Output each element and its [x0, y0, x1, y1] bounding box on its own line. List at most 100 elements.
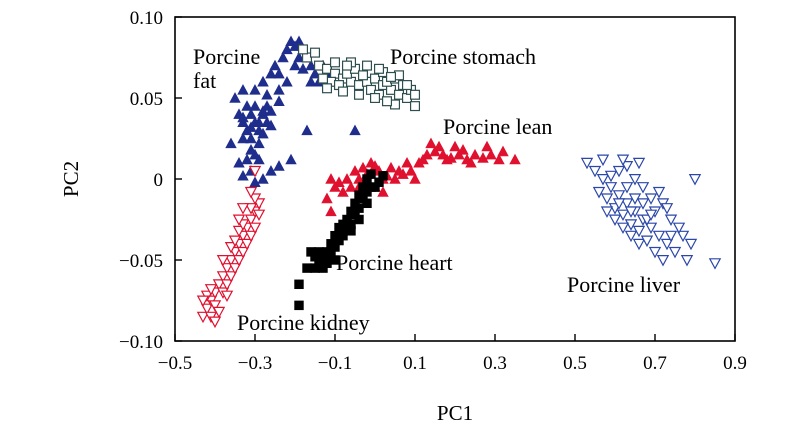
data-point-porcine-lean [349, 165, 361, 176]
data-point-porcine-heart [322, 252, 332, 262]
data-point-porcine-liver [684, 238, 698, 251]
data-point-porcine-kidney [232, 225, 246, 238]
data-point-porcine-fat [285, 153, 297, 165]
data-point-porcine-liver [604, 182, 618, 194]
data-point-porcine-lean [457, 143, 469, 155]
y-tick-label: 0.10 [130, 8, 163, 29]
data-point-porcine-stomach [369, 92, 381, 104]
data-point-porcine-kidney [208, 316, 222, 329]
data-point-porcine-stomach [373, 63, 385, 74]
y-tick-label: −0.05 [119, 251, 163, 272]
annotation-porcine-fat-line1: Porcine [193, 44, 260, 69]
x-tick-label: 0.9 [723, 353, 747, 374]
data-point-porcine-kidney [232, 255, 246, 267]
data-point-porcine-kidney [236, 246, 250, 259]
axis-tick-labels: −0.5 −0.3 −0.1 0.1 0.3 0.5 0.7 0.9 −0.10 −0.05 0 0.… [119, 8, 747, 374]
data-point-porcine-liver [596, 174, 610, 186]
x-tick-label: −0.1 [318, 353, 352, 374]
data-point-porcine-lean [325, 173, 337, 184]
data-point-porcine-lean [465, 156, 477, 168]
data-point-porcine-fat [257, 75, 269, 87]
data-point-porcine-liver [668, 246, 682, 259]
series-porcine-heart [294, 169, 388, 311]
data-point-porcine-kidney [252, 209, 266, 222]
data-point-porcine-heart [354, 214, 364, 225]
data-point-porcine-kidney [236, 203, 250, 215]
data-point-porcine-lean [409, 173, 421, 184]
data-point-porcine-fat [237, 169, 249, 181]
data-point-porcine-heart [310, 263, 320, 273]
data-point-porcine-kidney [224, 242, 238, 254]
y-axis-title: PC2 [59, 161, 83, 197]
x-tick-label: −0.3 [238, 353, 272, 374]
data-point-porcine-lean [417, 153, 429, 165]
data-point-porcine-fat [249, 84, 261, 95]
data-point-porcine-liver [624, 206, 638, 218]
data-point-porcine-liver [580, 157, 594, 170]
data-point-porcine-kidney [248, 165, 262, 178]
data-point-porcine-liver [644, 209, 658, 222]
data-point-porcine-liver [676, 230, 690, 243]
data-point-porcine-stomach [361, 60, 373, 71]
data-point-porcine-fat [265, 105, 277, 116]
annotation-porcine-liver: Porcine liver [567, 272, 681, 297]
data-point-porcine-lean [325, 205, 337, 217]
series-porcine-kidney [196, 165, 266, 329]
data-point-porcine-heart [366, 169, 376, 179]
data-point-porcine-kidney [232, 214, 246, 226]
data-point-porcine-liver [636, 182, 650, 194]
data-point-porcine-liver [708, 258, 722, 270]
data-point-porcine-lean [485, 148, 497, 160]
data-point-porcine-liver [656, 255, 670, 267]
x-tick-label: 0.1 [403, 353, 427, 374]
data-point-porcine-heart [294, 300, 304, 311]
data-points [196, 35, 722, 329]
data-point-porcine-liver [624, 230, 638, 243]
data-point-porcine-liver [624, 219, 638, 231]
series-porcine-liver [580, 154, 722, 270]
data-point-porcine-stomach [337, 86, 349, 97]
data-point-porcine-fat [261, 88, 273, 100]
data-point-porcine-fat [241, 153, 253, 165]
data-point-porcine-kidney [220, 279, 234, 291]
x-tick-label: 0.7 [643, 353, 667, 374]
data-point-porcine-liver [660, 238, 674, 251]
data-point-porcine-liver [672, 222, 686, 235]
data-point-porcine-kidney [248, 193, 262, 205]
data-point-porcine-liver [612, 190, 626, 202]
data-point-porcine-liver [636, 198, 650, 210]
data-point-porcine-liver [680, 255, 694, 267]
data-point-porcine-liver [620, 161, 634, 173]
data-point-porcine-kidney [208, 300, 222, 312]
data-point-porcine-fat [301, 124, 313, 136]
data-point-porcine-stomach [297, 44, 309, 55]
data-point-porcine-stomach [401, 80, 413, 91]
data-point-porcine-lean [405, 165, 417, 176]
data-point-porcine-kidney [220, 263, 234, 275]
data-point-porcine-kidney [224, 271, 238, 283]
data-point-porcine-lean [433, 140, 445, 152]
data-point-porcine-kidney [204, 284, 218, 296]
data-point-porcine-heart [314, 247, 324, 257]
data-point-porcine-fat [277, 51, 289, 63]
data-point-porcine-fat [273, 95, 285, 106]
data-point-porcine-fat [245, 108, 257, 119]
data-point-porcine-liver [588, 165, 602, 178]
data-point-porcine-kidney [196, 311, 210, 324]
data-point-porcine-lean [481, 140, 493, 152]
data-point-porcine-liver [612, 165, 626, 178]
data-point-porcine-stomach [369, 73, 381, 84]
data-point-porcine-fat [293, 51, 305, 63]
data-point-porcine-stomach [309, 47, 321, 58]
data-point-porcine-stomach [385, 71, 397, 82]
y-tick-label: −0.10 [119, 332, 163, 353]
data-point-porcine-heart [338, 230, 348, 241]
data-point-porcine-stomach [357, 70, 369, 81]
data-point-porcine-stomach [341, 60, 353, 71]
data-point-porcine-lean [493, 153, 505, 165]
data-point-porcine-fat [245, 121, 257, 132]
x-tick-label: 0.5 [563, 353, 587, 374]
data-point-porcine-heart [362, 198, 372, 209]
x-axis-title: PC1 [437, 401, 473, 425]
